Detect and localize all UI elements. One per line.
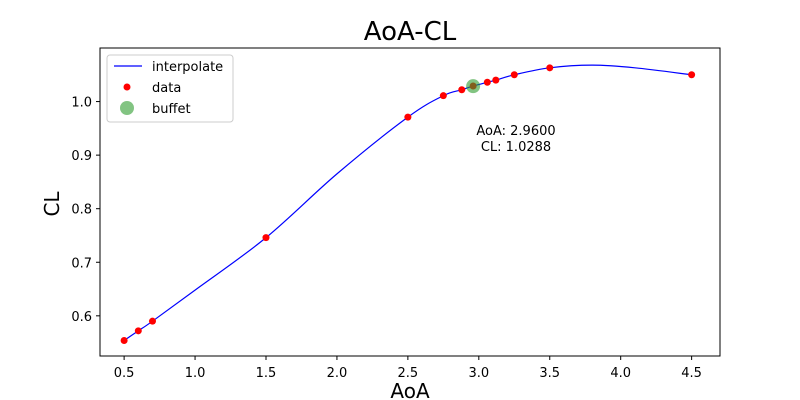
chart-title: AoA-CL bbox=[364, 17, 457, 47]
x-tick-label: 2.0 bbox=[327, 366, 348, 381]
data-point bbox=[404, 113, 412, 121]
y-tick-label: 1.0 bbox=[71, 96, 92, 111]
legend-data-swatch bbox=[123, 83, 131, 91]
legend-label-buffet: buffet bbox=[152, 102, 191, 117]
legend-label-interpolate: interpolate bbox=[152, 60, 223, 75]
x-tick-label: 4.0 bbox=[610, 366, 631, 381]
x-tick-label: 3.0 bbox=[468, 366, 489, 381]
data-point bbox=[492, 76, 500, 84]
data-point bbox=[546, 64, 554, 72]
legend-buffet-swatch bbox=[120, 101, 134, 115]
x-tick-label: 1.0 bbox=[185, 366, 206, 381]
data-point bbox=[134, 327, 142, 335]
axis-ticks: 0.5 1.0 1.5 2.0 2.5 3.0 3.5 4.0 4.5 0.6 0.7 0.8 0.9 1… bbox=[71, 96, 702, 381]
legend-box bbox=[106, 54, 234, 123]
x-axis-title: AoA bbox=[390, 379, 430, 400]
legend: interpolate data buffet bbox=[106, 54, 234, 123]
annotation-aoa: AoA: 2.9600 bbox=[476, 124, 555, 139]
data-point bbox=[510, 71, 518, 79]
interpolate-line bbox=[123, 64, 692, 341]
y-tick-label: 0.9 bbox=[71, 149, 92, 164]
x-tick-label: 2.5 bbox=[398, 366, 419, 381]
data-point bbox=[120, 336, 128, 344]
data-point bbox=[688, 71, 696, 79]
plot-area-frame bbox=[99, 47, 721, 357]
y-tick-label: 0.6 bbox=[71, 310, 92, 325]
x-tick-label: 4.5 bbox=[681, 366, 702, 381]
data-point bbox=[148, 317, 156, 325]
buffet-annotation: AoA: 2.9600 CL: 1.0288 bbox=[476, 124, 555, 155]
buffet-point bbox=[466, 79, 481, 94]
series-layer bbox=[120, 64, 696, 344]
legend-label-data: data bbox=[152, 81, 181, 96]
data-point bbox=[439, 92, 447, 100]
data-point bbox=[458, 86, 466, 94]
data-point bbox=[262, 234, 270, 242]
y-tick-label: 0.8 bbox=[71, 203, 92, 218]
y-tick-label: 0.7 bbox=[71, 256, 92, 271]
annotation-cl: CL: 1.0288 bbox=[481, 140, 551, 155]
x-tick-label: 0.5 bbox=[114, 366, 135, 381]
x-tick-label: 3.5 bbox=[539, 366, 560, 381]
data-point bbox=[483, 78, 491, 86]
y-axis-title: CL bbox=[40, 191, 64, 217]
x-tick-label: 1.5 bbox=[256, 366, 277, 381]
